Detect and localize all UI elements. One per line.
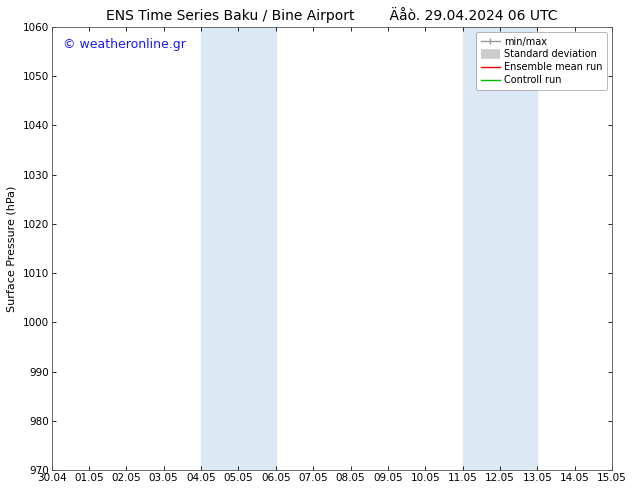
- Bar: [201, 27, 238, 470]
- Text: © weatheronline.gr: © weatheronline.gr: [63, 38, 186, 51]
- Title: ENS Time Series Baku / Bine Airport        Äåò. 29.04.2024 06 UTC: ENS Time Series Baku / Bine Airport Äåò.…: [106, 7, 558, 23]
- Bar: [238, 27, 276, 470]
- Legend: min/max, Standard deviation, Ensemble mean run, Controll run: min/max, Standard deviation, Ensemble me…: [476, 32, 607, 90]
- Bar: [463, 27, 500, 470]
- Bar: [500, 27, 538, 470]
- Y-axis label: Surface Pressure (hPa): Surface Pressure (hPa): [7, 185, 17, 312]
